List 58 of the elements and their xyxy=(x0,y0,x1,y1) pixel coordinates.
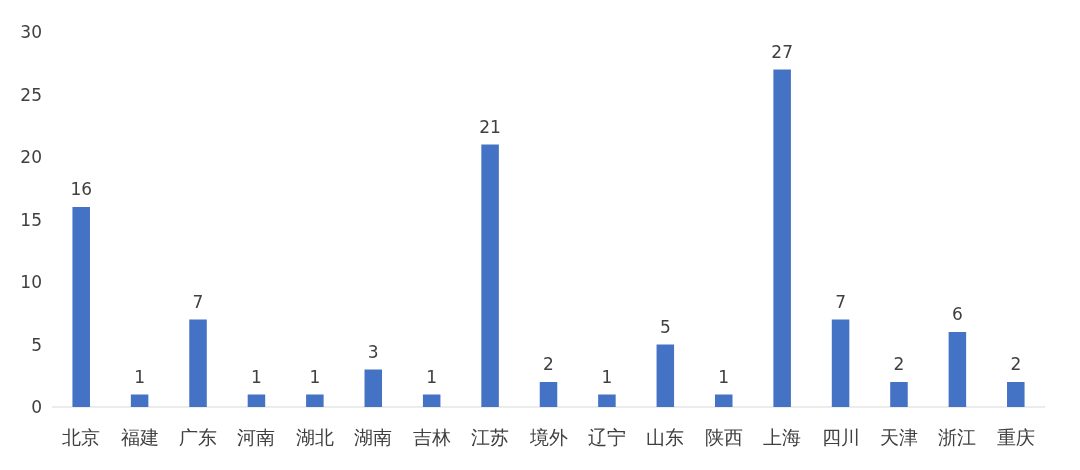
data-label: 16 xyxy=(70,179,93,199)
x-tick-label: 重庆 xyxy=(996,426,1035,448)
data-label: 2 xyxy=(893,354,905,374)
bar xyxy=(831,319,850,407)
bar xyxy=(72,207,90,407)
bar xyxy=(714,394,733,407)
data-label: 1 xyxy=(718,366,730,387)
data-label: 2 xyxy=(543,354,554,374)
x-tick-label: 上海 xyxy=(763,426,802,448)
y-tick-label: 20 xyxy=(20,147,42,167)
bar xyxy=(1007,382,1025,407)
bar xyxy=(656,344,675,407)
x-tick-label: 湖北 xyxy=(295,426,334,448)
bar xyxy=(539,382,558,407)
data-label: 1 xyxy=(601,366,613,387)
x-tick-label: 辽宁 xyxy=(587,426,626,448)
data-label: 2 xyxy=(1010,354,1022,374)
bar xyxy=(598,394,616,407)
x-tick-label: 陕西 xyxy=(704,426,743,448)
data-label: 1 xyxy=(309,366,321,387)
data-label: 27 xyxy=(771,41,793,62)
bar xyxy=(481,144,499,407)
y-tick-label: 0 xyxy=(31,397,42,417)
x-tick-label: 山东 xyxy=(646,426,685,448)
bar xyxy=(890,382,908,407)
bar xyxy=(948,332,967,407)
y-tick-label: 25 xyxy=(20,84,42,105)
x-tick-label: 江苏 xyxy=(471,426,510,448)
x-tick-label: 湖南 xyxy=(354,426,393,448)
data-label: 5 xyxy=(659,316,671,337)
x-tick-label: 河南 xyxy=(237,426,276,448)
x-tick-label: 境外 xyxy=(528,426,568,448)
x-tick-label: 福建 xyxy=(120,426,159,448)
bar xyxy=(189,319,207,407)
data-label: 6 xyxy=(951,304,963,324)
bar xyxy=(130,394,149,407)
data-label: 1 xyxy=(134,366,146,387)
data-label: 3 xyxy=(367,341,379,362)
y-tick-label: 10 xyxy=(20,272,42,292)
x-tick-label: 吉林 xyxy=(412,426,451,448)
data-label: 1 xyxy=(251,366,262,387)
bar xyxy=(364,369,383,407)
bar xyxy=(773,69,791,407)
bar xyxy=(306,394,324,407)
x-tick-label: 四川 xyxy=(821,426,860,448)
data-label: 7 xyxy=(835,291,846,312)
x-tick-label: 天津 xyxy=(879,426,918,448)
x-tick-label: 广东 xyxy=(179,426,218,448)
data-label: 21 xyxy=(479,116,501,137)
bar xyxy=(422,394,441,407)
x-tick-label: 浙江 xyxy=(938,426,977,448)
y-tick-label: 15 xyxy=(20,209,42,230)
data-label: 1 xyxy=(426,366,438,387)
data-label: 7 xyxy=(192,291,204,312)
y-tick-label: 30 xyxy=(20,22,42,42)
y-tick-label: 5 xyxy=(31,334,42,355)
x-tick-label: 北京 xyxy=(62,426,101,448)
bar xyxy=(247,394,266,407)
